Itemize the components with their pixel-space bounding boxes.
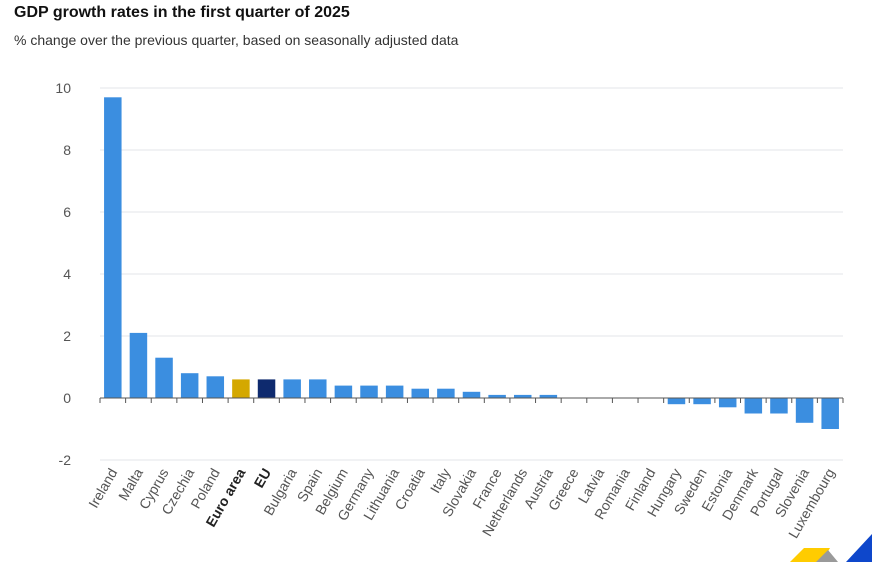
bar-denmark (744, 398, 763, 414)
y-tick-label: 8 (63, 142, 71, 158)
bar-bulgaria (283, 379, 301, 398)
bar-slovenia (795, 398, 814, 423)
bar-euro-area (232, 379, 250, 398)
bar-malta (129, 332, 148, 398)
x-tick-label: EU (251, 466, 275, 491)
bar-czechia (180, 373, 199, 398)
bar-cyprus (155, 357, 173, 398)
y-tick-label: 10 (55, 80, 71, 96)
y-axis-ticks: -2 0 2 4 6 8 10 (55, 80, 71, 468)
bar-netherlands (513, 394, 532, 398)
x-tick-label: Ireland (85, 466, 120, 511)
chart-subtitle: % change over the previous quarter, base… (14, 32, 459, 48)
bar-germany (360, 385, 378, 398)
y-tick-label: 2 (63, 328, 71, 344)
grid-layer (100, 87, 843, 461)
bar-portugal (770, 398, 788, 414)
bar-ireland (104, 97, 122, 399)
bar-luxembourg (821, 398, 839, 429)
bar-austria (539, 394, 558, 398)
bar-sweden (693, 398, 711, 405)
bar-lithuania (385, 385, 404, 398)
bar-france (488, 394, 506, 398)
bar-estonia (718, 398, 737, 408)
bar-croatia (411, 388, 430, 398)
y-tick-label: 4 (63, 266, 71, 282)
bar-belgium (334, 385, 353, 398)
bars (104, 97, 839, 429)
bar-poland (206, 376, 225, 398)
bar-italy (437, 388, 455, 398)
y-tick-label: 0 (63, 390, 71, 406)
x-axis (99, 397, 844, 403)
bar-slovakia (462, 391, 481, 398)
y-tick-label: -2 (59, 452, 72, 468)
bar-spain (309, 379, 327, 398)
bar-eu (257, 379, 276, 398)
y-tick-label: 6 (63, 204, 71, 220)
chart-title: GDP growth rates in the first quarter of… (14, 4, 350, 21)
bar-hungary (667, 398, 686, 405)
